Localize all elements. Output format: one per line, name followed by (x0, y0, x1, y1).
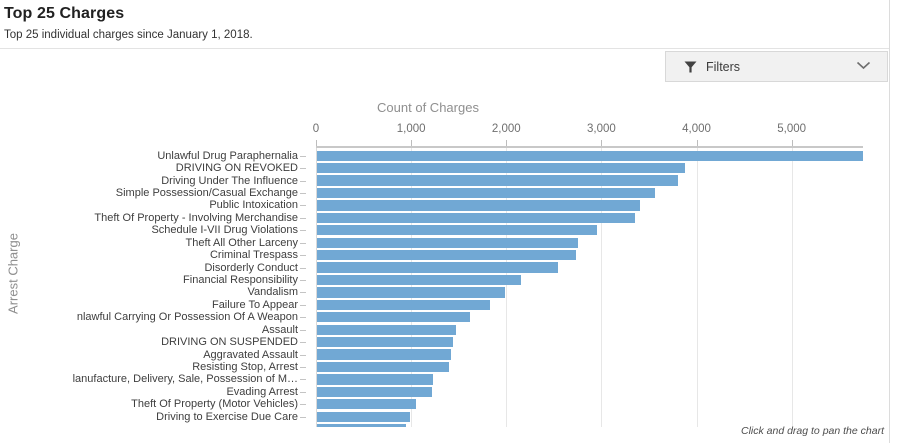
y-axis-labels: Unlawful Drug Paraphernalia DRIVING ON RE… (0, 148, 316, 427)
y-axis-category-label: Criminal Trespass (209, 249, 298, 262)
y-tick-mark (300, 280, 306, 281)
x-tick-label: 3,000 (587, 123, 616, 135)
y-axis-category-label: Public Intoxication (209, 199, 298, 212)
bar[interactable] (317, 324, 456, 335)
x-axis-title: Count of Charges (377, 100, 479, 115)
pan-hint: Click and drag to pan the chart (740, 425, 884, 437)
y-tick-mark (300, 255, 306, 257)
y-tick-mark (300, 391, 306, 393)
x-tick-label: 5,000 (777, 123, 807, 135)
y-axis-category-label: Resisting Stop, Arrest (192, 361, 298, 373)
x-tick-mark (411, 140, 413, 146)
x-tick-label: 1,000 (396, 123, 426, 135)
funnel-icon (684, 61, 697, 72)
header-divider (0, 48, 890, 49)
y-axis-category-label: Assault (261, 323, 298, 336)
y-tick-mark (300, 180, 306, 182)
y-axis-category-label: Disorderly Conduct (204, 261, 298, 274)
bar[interactable] (317, 399, 416, 410)
bar[interactable] (317, 423, 407, 427)
y-axis-category-label: nlawful Carrying Or Possession Of A Weap… (76, 311, 298, 324)
gridline (506, 148, 508, 427)
y-axis-category-label: Evading Arrest (226, 385, 298, 398)
x-tick-mark (506, 140, 508, 146)
x-tick-mark (791, 140, 793, 146)
card-right-border (889, 0, 890, 443)
bar[interactable] (317, 274, 521, 286)
y-axis-category-label: Theft Of Property (Motor Vehicles) (131, 398, 298, 411)
y-tick-mark (300, 168, 306, 170)
y-tick-mark (300, 230, 306, 232)
y-tick-mark (300, 242, 306, 244)
y-tick-mark (300, 217, 306, 219)
y-tick-mark (300, 205, 306, 207)
y-tick-mark (300, 342, 306, 344)
gridline (601, 148, 603, 427)
y-axis-category-label: lanufacture, Delivery, Sale, Possession … (72, 373, 298, 386)
page-subtitle: Top 25 individual charges since January … (4, 29, 253, 41)
y-axis-line (316, 148, 317, 427)
x-tick-mark (696, 140, 698, 146)
y-tick-mark (300, 379, 306, 381)
x-axis-line (316, 146, 863, 148)
bar[interactable] (317, 287, 506, 298)
y-tick-mark (300, 155, 306, 157)
bar[interactable] (317, 336, 454, 348)
x-tick-mark (316, 140, 317, 146)
y-axis-category-label: Aggravated Assault (203, 348, 298, 361)
y-axis-category-label: Failure To Appear (211, 298, 298, 311)
y-axis-category-label: Theft Of Property - Involving Merchandis… (94, 211, 298, 224)
page-title: Top 25 Charges (4, 5, 125, 22)
bar[interactable] (317, 150, 863, 161)
bar[interactable] (317, 411, 411, 422)
y-axis-category-label: Theft All Other Larceny (185, 236, 299, 249)
bar[interactable] (317, 175, 679, 186)
y-tick-mark (300, 317, 306, 319)
bar[interactable] (317, 312, 471, 323)
bar[interactable] (317, 225, 597, 236)
bar[interactable] (317, 200, 641, 211)
y-tick-mark (300, 416, 306, 418)
bar[interactable] (317, 374, 434, 385)
x-tick-label: 0 (312, 123, 320, 135)
y-axis-category-label: DRIVING ON SUSPENDED (161, 336, 298, 349)
bar[interactable] (317, 162, 686, 174)
chevron-down-icon (856, 61, 871, 70)
gridline (696, 148, 698, 427)
y-axis-category-label: Driving to Exercise Due Care (156, 410, 298, 423)
bar[interactable] (317, 237, 578, 248)
plot-area[interactable] (316, 148, 863, 427)
y-tick-mark (300, 267, 306, 269)
y-tick-mark (300, 404, 306, 406)
bar[interactable] (317, 349, 452, 360)
y-axis-category-label: Unlawful Drug Paraphernalia (157, 149, 298, 162)
bar[interactable] (317, 212, 635, 224)
y-axis-category-label: Vandalism (247, 286, 298, 299)
bar[interactable] (317, 299, 491, 311)
y-axis-category-label: Driving Under The Influence (161, 174, 298, 187)
filters-label: Filters (706, 59, 741, 74)
bar[interactable] (317, 386, 433, 398)
y-tick-mark (300, 367, 306, 368)
x-tick-label: 2,000 (491, 123, 521, 135)
bar[interactable] (317, 187, 655, 199)
y-axis-category-label: Schedule I-VII Drug Violations (151, 224, 298, 237)
y-tick-mark (300, 354, 306, 356)
y-axis-category-label: Simple Possession/Casual Exchange (115, 186, 298, 199)
y-tick-mark (300, 329, 306, 331)
x-tick-mark (601, 140, 603, 146)
bar[interactable] (317, 262, 558, 273)
y-tick-mark (300, 304, 306, 306)
y-tick-mark (300, 292, 306, 294)
bar[interactable] (317, 361, 450, 373)
y-tick-mark (300, 192, 306, 194)
y-axis-category-label: Financial Responsibility (183, 274, 298, 286)
filters-button[interactable]: Filters (665, 51, 888, 82)
x-tick-label: 4,000 (682, 123, 711, 135)
gridline (791, 148, 793, 427)
y-axis-category-label: DRIVING ON REVOKED (175, 162, 298, 175)
bar[interactable] (317, 249, 576, 261)
